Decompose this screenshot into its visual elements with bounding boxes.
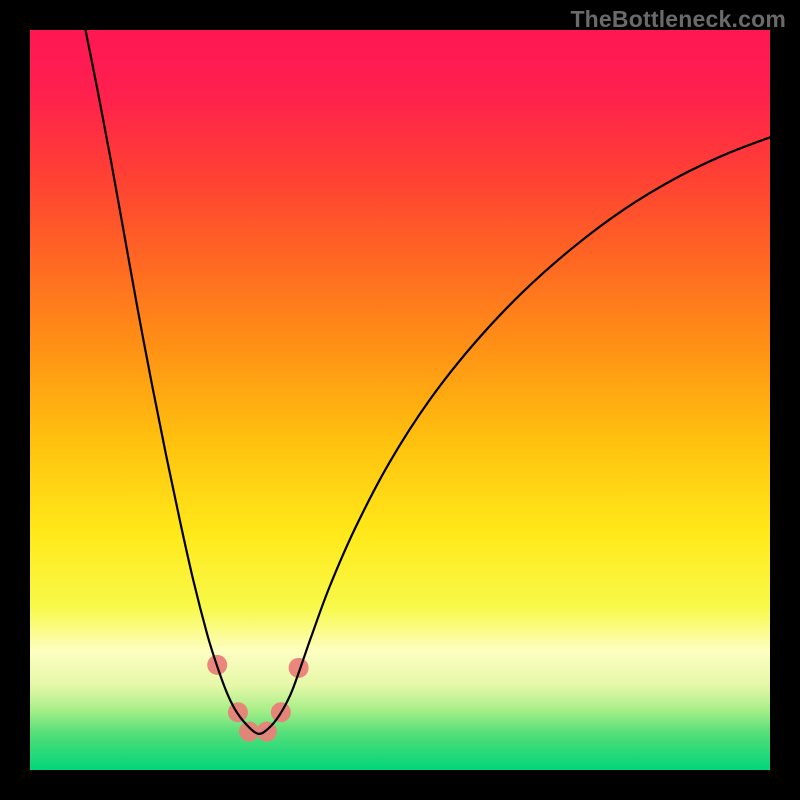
- chart-svg: [0, 0, 800, 800]
- trough-marker: [239, 722, 259, 742]
- plot-area: [30, 30, 770, 770]
- chart-container: TheBottleneck.com: [0, 0, 800, 800]
